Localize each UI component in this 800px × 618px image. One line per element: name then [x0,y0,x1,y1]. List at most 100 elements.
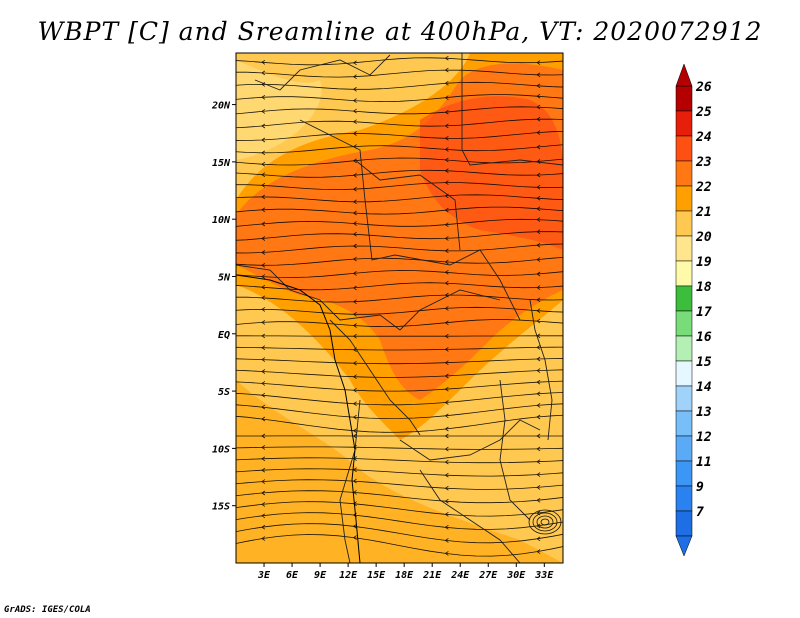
anticyclone-ring [536,515,554,529]
colorbar-label: 18 [696,280,712,295]
colorbar-label: 12 [696,430,712,445]
lon-tick-label: 33E [534,570,554,581]
lat-tick-label: 5S [218,387,230,398]
streamline [236,169,563,178]
streamline [236,131,563,141]
streamline [236,479,563,490]
lat-tick-label: 15S [212,502,230,513]
streamline [236,294,563,303]
streamline [236,501,563,517]
streamline [236,69,563,78]
lat-tick-label: 15N [212,158,231,169]
credit-label: GrADS: IGES/COLA [4,605,91,615]
lat-tick-label: 20N [211,101,231,112]
colorbar-label: 21 [695,205,712,220]
colorbar-swatch [675,210,693,237]
chart-title: WBPT [C] and Sreamline at 400hPa, VT: 20… [38,17,763,46]
colorbar-swatch [675,260,693,287]
streamline [236,523,563,544]
anticyclone-ring [540,518,550,526]
streamline [236,243,563,254]
lon-tick-label: 30E [506,570,526,581]
lat-tick-label: 5N [218,272,231,283]
streamline [236,369,563,378]
latitude-axis: 20N 15N 10N 5N EQ 5S 10S 15S [211,101,236,513]
colorbar-label: 19 [696,255,712,270]
streamline [236,256,563,266]
country-borders [236,53,563,563]
map-frame [235,52,564,564]
lon-tick-label: 24E [450,570,470,581]
wbpt-fill-22b [236,380,563,563]
colorbar-label: 20 [695,230,712,245]
streamline [236,534,563,557]
streamline [236,414,563,433]
colorbar-swatch [675,335,693,362]
colorbar-label: 14 [696,380,712,395]
longitude-axis: 3E 6E 9E 12E 15E 18E 21E 24E 27E 30E 33E [257,563,554,581]
lon-tick-label: 12E [339,570,358,581]
colorbar-label: 26 [695,80,712,95]
colorbar-label: 7 [696,505,704,520]
lon-tick-label: 27E [478,570,498,581]
colorbar-swatch [675,460,693,487]
streamline [236,194,563,203]
colorbar-swatch [675,285,693,312]
lon-tick-label: 9E [314,570,327,581]
streamline [236,94,563,103]
colorbar-label: 16 [696,330,712,345]
colorbar-swatch [675,185,693,212]
colorbar-bottom-arrow [675,535,693,557]
colorbar-swatch [675,485,693,512]
colorbar-top-arrow [675,63,693,87]
streamline [236,457,563,464]
colorbar-label: 9 [696,480,704,495]
lat-tick-label: EQ [218,330,230,341]
lon-tick-label: 6E [286,570,299,581]
colorbar-label: 11 [696,455,712,470]
streamline [236,282,563,291]
streamline [236,206,563,215]
anticyclone-ring [532,512,558,532]
colorbar-label: 15 [696,355,712,370]
colorbar-swatch [675,385,693,412]
colorbar-swatch [675,510,693,537]
colorbar-label: 24 [695,130,712,145]
colorbar-swatch [675,360,693,387]
colorbar-label: 23 [695,155,712,170]
streamline [236,319,563,328]
lon-tick-label: 21E [422,570,442,581]
streamline [236,380,563,392]
streamline [236,182,563,191]
map-panel [236,53,563,563]
streamlines [236,55,563,557]
colorbar-label: 17 [696,305,712,320]
lon-tick-label: 15E [367,570,386,581]
streamline [236,346,563,351]
lat-tick-label: 10S [212,444,230,455]
streamline [236,512,563,530]
colorbar-swatch [675,435,693,462]
colorbar-swatch [675,85,693,112]
lat-tick-label: 10N [212,215,231,226]
colorbar-label: 22 [695,180,712,195]
colorbar-swatch [675,310,693,337]
streamline [236,144,563,154]
streamline [236,306,563,315]
streamline [236,358,563,365]
coastline [236,274,361,563]
streamline [236,81,563,90]
streamline [236,468,563,477]
lon-tick-label: 3E [257,570,271,581]
colorbar-swatch [675,110,693,137]
colorbar-swatch [675,135,693,162]
streamline [236,157,563,166]
colorbar-swatch [675,410,693,437]
streamline [236,218,563,227]
streamline [236,392,563,406]
streamline [236,118,563,129]
lon-tick-label: 18E [395,570,414,581]
colorbar-label: 25 [695,105,712,120]
anticyclone-ring [528,509,562,535]
